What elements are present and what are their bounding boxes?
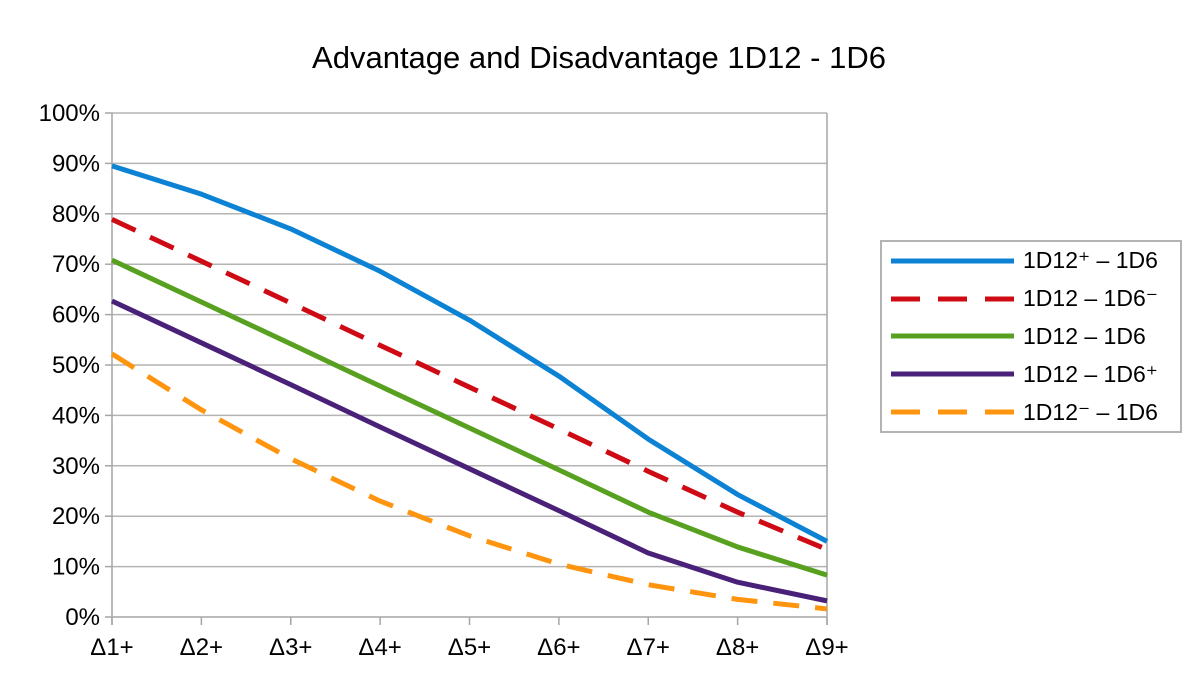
- series-line: [110, 298, 828, 604]
- x-axis-label: Δ8+: [716, 634, 759, 661]
- y-axis-label: 80%: [52, 201, 100, 228]
- x-axis-label: Δ3+: [269, 634, 312, 661]
- y-axis-label: 40%: [52, 402, 100, 429]
- legend-item-label: 1D12 – 1D6: [1023, 322, 1146, 349]
- y-axis-label: 100%: [39, 100, 100, 127]
- y-axis-label: 60%: [52, 302, 100, 329]
- series-line: [110, 257, 828, 578]
- y-axis-label: 70%: [52, 251, 100, 278]
- y-axis-label: 0%: [65, 604, 100, 631]
- x-axis-label: Δ7+: [627, 634, 670, 661]
- legend-item: 1D12⁻ – 1D6: [891, 399, 1180, 426]
- x-axis-label: Δ1+: [90, 634, 133, 661]
- x-axis-label: Δ4+: [358, 634, 401, 661]
- y-axis-label: 30%: [52, 453, 100, 480]
- legend-item-label: 1D12 – 1D6⁺: [1023, 360, 1158, 387]
- legend-swatch-line: [891, 258, 1014, 264]
- legend-item-label: 1D12⁻ – 1D6: [1023, 398, 1158, 425]
- series-line: [110, 351, 828, 612]
- x-axis-label: Δ9+: [805, 634, 848, 661]
- legend-swatch-line: [891, 371, 1014, 377]
- y-axis-label: 90%: [52, 150, 100, 177]
- legend-item-label: 1D12⁺ – 1D6: [1023, 247, 1158, 274]
- legend: 1D12⁺ – 1D6 1D12 – 1D6⁻ 1D12 – 1D6 1D12 – 1…: [880, 240, 1182, 433]
- legend-swatch-line: [891, 409, 1014, 415]
- x-axis-label: Δ2+: [180, 634, 223, 661]
- y-axis-label: 10%: [52, 554, 100, 581]
- legend-swatch-line: [891, 333, 1014, 339]
- series-line: [110, 217, 828, 552]
- legend-item: 1D12 – 1D6⁺: [891, 361, 1180, 388]
- legend-item-label: 1D12 – 1D6⁻: [1023, 285, 1158, 312]
- legend-item: 1D12 – 1D6⁻: [891, 285, 1180, 312]
- chart-title: Advantage and Disadvantage 1D12 - 1D6: [312, 40, 886, 75]
- x-axis-label: Δ5+: [448, 634, 491, 661]
- legend-item: 1D12⁺ – 1D6: [891, 247, 1180, 274]
- y-axis-label: 50%: [52, 352, 100, 379]
- legend-swatch-line: [891, 296, 1014, 302]
- legend-item: 1D12 – 1D6: [891, 323, 1180, 350]
- y-axis-label: 20%: [52, 503, 100, 530]
- x-axis-label: Δ6+: [537, 634, 580, 661]
- series-line: [111, 163, 829, 544]
